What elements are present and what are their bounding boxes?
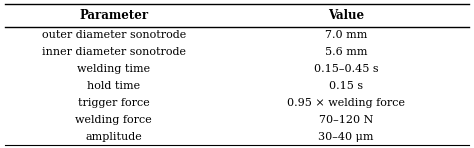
Text: 0.15–0.45 s: 0.15–0.45 s [314, 64, 378, 74]
Text: welding time: welding time [77, 64, 150, 74]
Text: 70–120 N: 70–120 N [319, 115, 373, 125]
Text: Parameter: Parameter [79, 9, 148, 22]
Text: 0.95 × welding force: 0.95 × welding force [287, 98, 405, 108]
Text: 5.6 mm: 5.6 mm [325, 47, 367, 57]
Text: 7.0 mm: 7.0 mm [325, 30, 367, 40]
Text: amplitude: amplitude [85, 132, 142, 142]
Text: inner diameter sonotrode: inner diameter sonotrode [42, 47, 186, 57]
Text: 30–40 μm: 30–40 μm [318, 132, 374, 142]
Text: hold time: hold time [87, 81, 140, 91]
Text: trigger force: trigger force [78, 98, 150, 108]
Text: 0.15 s: 0.15 s [329, 81, 363, 91]
Text: Value: Value [328, 9, 364, 22]
Text: outer diameter sonotrode: outer diameter sonotrode [42, 30, 186, 40]
Text: welding force: welding force [75, 115, 152, 125]
